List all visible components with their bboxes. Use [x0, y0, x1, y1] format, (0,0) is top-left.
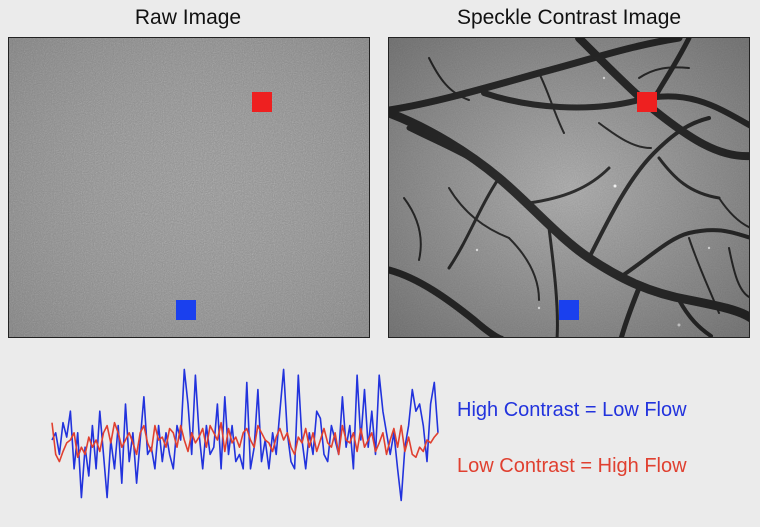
speckle-contrast-image-panel [388, 37, 750, 338]
raw-image-panel [8, 37, 370, 338]
legend-low-contrast: Low Contrast = High Flow [457, 455, 687, 477]
legend-high-contrast: High Contrast = Low Flow [457, 399, 687, 421]
low-contrast-series-line [51, 421, 439, 463]
speckle-contrast-image [389, 38, 749, 337]
raw-low-flow-roi-marker [176, 300, 196, 320]
raw-high-flow-roi-marker [252, 92, 272, 112]
high-contrast-series-line [51, 368, 439, 502]
signal-series-group [51, 368, 439, 502]
speckle-high-flow-roi-marker [637, 92, 657, 112]
raw-image [9, 38, 369, 337]
contrast-signal-chart [51, 368, 439, 502]
speckle-image-title: Speckle Contrast Image [456, 6, 682, 29]
speckle-low-flow-roi-marker [559, 300, 579, 320]
raw-image-title: Raw Image [134, 6, 242, 29]
